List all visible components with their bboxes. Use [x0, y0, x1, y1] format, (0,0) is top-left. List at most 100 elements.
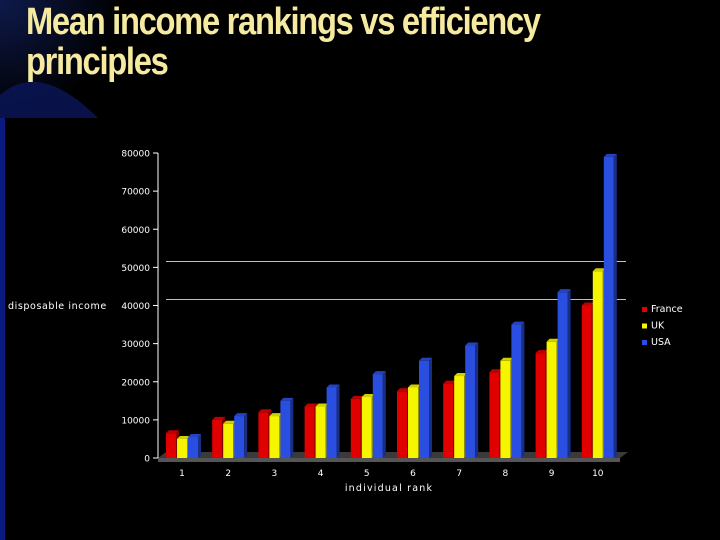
bar-front [443, 383, 454, 458]
bar-top [177, 435, 190, 439]
x-tick-label: 8 [503, 469, 509, 479]
bar-front [177, 438, 187, 458]
y-axis-label: disposable income [8, 301, 107, 312]
bar-side [336, 384, 340, 458]
bar-front [581, 305, 592, 458]
bar-top [315, 403, 329, 407]
bar-front [535, 353, 546, 458]
bar-front [408, 387, 418, 458]
bar-front [280, 400, 291, 458]
bar-front [603, 156, 614, 458]
bar-side [475, 342, 479, 458]
label-layer: 0 10000 20000 30000 40000 50000 60000 70000 8000… [8, 150, 604, 495]
bar-usa-5 [372, 371, 386, 458]
bar-side [567, 289, 571, 458]
bar-front [500, 360, 511, 458]
bar-side [613, 153, 617, 458]
bar-front [350, 398, 361, 458]
bar-front [212, 419, 223, 458]
y-tick-label: 50000 [121, 264, 150, 274]
left-edge-bar [0, 118, 5, 540]
bar-front [188, 437, 198, 458]
bar-usa-4 [326, 384, 340, 458]
bar-usa-9 [557, 289, 571, 458]
x-tick-label: 5 [364, 469, 370, 479]
bar-front [546, 341, 557, 458]
legend-swatch [642, 323, 647, 329]
bar-front [372, 374, 383, 458]
title-line-2: principles [26, 41, 169, 83]
legend-swatch [642, 340, 647, 345]
bar-top [212, 416, 226, 420]
bar-front [304, 406, 315, 458]
x-tick-label: 2 [225, 469, 231, 479]
bar-top [546, 338, 560, 342]
bar-top [419, 357, 432, 361]
bar-usa-3 [280, 397, 294, 458]
grid-layer [166, 260, 626, 300]
bar-front [465, 345, 476, 458]
bar-top [258, 409, 272, 413]
bar-front [419, 360, 429, 458]
legend-item-uk: UK [642, 321, 665, 332]
x-tick-label: 6 [410, 469, 416, 479]
bar-top [188, 434, 201, 438]
bar-side [198, 434, 201, 458]
bar-usa-10 [603, 153, 617, 458]
bar-top [361, 394, 375, 397]
bar-front [234, 416, 245, 458]
x-tick-label: 3 [272, 469, 278, 479]
legend-label: France [651, 304, 683, 315]
bar-top [535, 350, 549, 354]
x-tick-label: 1 [179, 469, 185, 479]
bar-top [557, 289, 571, 293]
bar-top [350, 395, 364, 399]
bar-top [166, 430, 179, 434]
bar-top [500, 357, 514, 361]
legend-label: USA [651, 337, 671, 348]
bar-top [372, 371, 386, 375]
bar-front [269, 416, 280, 458]
bar-top [304, 403, 318, 407]
y-tick-label: 20000 [121, 378, 150, 388]
bar-usa-6 [419, 357, 432, 458]
bar-front [489, 372, 500, 458]
title-line-1: Mean income rankings vs efficiency [26, 1, 541, 43]
legend-label: UK [651, 321, 665, 332]
bar-layer [166, 153, 617, 458]
legend-item-usa: USA [642, 337, 671, 348]
corner-swoosh [0, 81, 98, 118]
bar-front [326, 387, 337, 458]
bar-side [429, 357, 432, 458]
bar-front [397, 391, 407, 458]
bar-front [315, 406, 326, 458]
bar-side [382, 371, 386, 458]
x-tick-label: 4 [318, 469, 324, 479]
bar-usa-1 [188, 434, 201, 458]
bar-top [454, 373, 468, 377]
bar-front [592, 271, 603, 458]
bar-usa-7 [465, 342, 479, 458]
bar-top [280, 397, 294, 401]
y-tick-label: 70000 [121, 188, 150, 198]
bar-top [443, 380, 457, 384]
bar-top [269, 413, 283, 417]
slide-title: Mean income rankings vs efficiency princ… [26, 2, 611, 82]
bar-top [408, 384, 421, 388]
x-tick-label: 7 [456, 469, 462, 479]
y-tick-label: 10000 [121, 416, 150, 426]
bar-top [581, 302, 595, 306]
y-tick-label: 30000 [121, 340, 150, 350]
bar-front [511, 324, 522, 458]
bar-front [557, 292, 568, 458]
bar-top [223, 420, 237, 424]
bar-top [234, 413, 248, 417]
legend-item-france: France [642, 304, 683, 315]
bar-top [511, 321, 525, 325]
y-tick-label: 80000 [121, 150, 150, 160]
x-tick-label: 10 [592, 469, 604, 479]
bar-top [326, 384, 340, 388]
